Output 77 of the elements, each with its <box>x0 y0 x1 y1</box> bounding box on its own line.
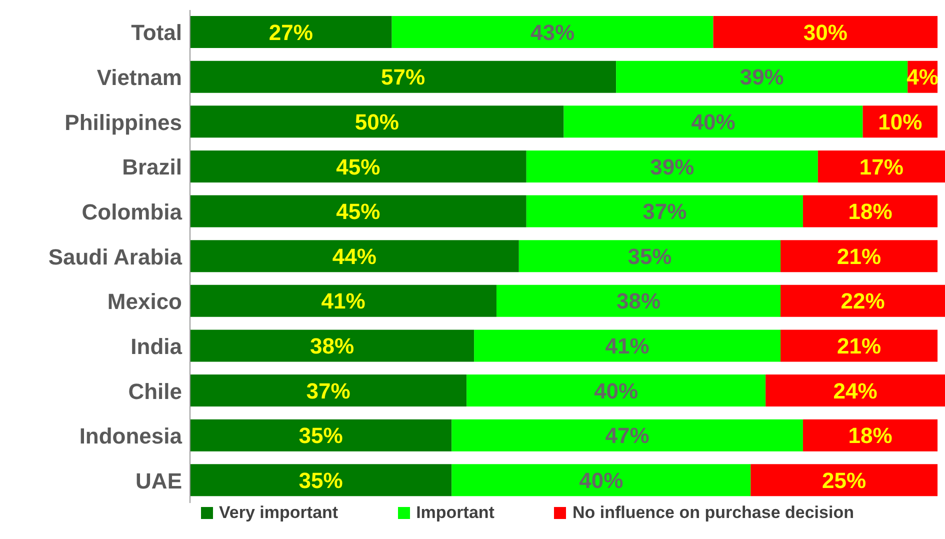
bar <box>780 284 945 317</box>
y-tick-label: Mexico <box>107 289 182 314</box>
data-label: 35% <box>298 468 343 493</box>
data-label: 57% <box>381 64 426 90</box>
y-tick-label: Vietnam <box>96 65 182 90</box>
data-label: 37% <box>642 199 687 224</box>
bar <box>564 106 863 138</box>
bar <box>750 464 938 496</box>
bar <box>190 374 467 407</box>
y-tick-label: Total <box>131 20 182 46</box>
data-label: 38% <box>616 288 661 314</box>
bar <box>466 374 766 407</box>
data-label: 45% <box>336 199 380 224</box>
data-label: 25% <box>822 468 866 493</box>
data-label: 35% <box>628 244 672 269</box>
bar <box>452 419 803 452</box>
data-label: 50% <box>354 109 399 134</box>
y-tick-label: India <box>130 334 183 359</box>
data-label: 24% <box>833 378 878 404</box>
data-label: 39% <box>650 154 694 180</box>
data-label: 39% <box>740 64 784 90</box>
data-label: 38% <box>310 334 354 359</box>
bar <box>802 195 938 228</box>
bar <box>190 106 564 138</box>
bar <box>190 240 519 272</box>
legend-label: No influence on purchase decision <box>571 503 854 523</box>
bar <box>452 464 751 496</box>
bar <box>526 195 803 228</box>
data-label: 30% <box>803 20 848 45</box>
bar <box>526 150 818 182</box>
bar <box>780 240 938 272</box>
bar <box>190 195 526 228</box>
bar <box>190 419 452 452</box>
data-label: 37% <box>306 378 350 404</box>
data-label: 40% <box>594 378 638 404</box>
y-tick-label: Colombia <box>82 199 183 224</box>
data-label: 43% <box>530 20 575 45</box>
bar <box>392 16 714 48</box>
bar <box>818 150 945 182</box>
data-label: 10% <box>878 109 922 134</box>
legend-label: Important <box>415 503 494 523</box>
bar <box>190 284 496 317</box>
bar <box>616 60 908 93</box>
bar <box>518 240 781 272</box>
y-tick-label: Brazil <box>122 154 182 180</box>
bar <box>190 16 392 48</box>
bar <box>802 419 938 452</box>
data-label: 45% <box>336 154 380 180</box>
data-label: 18% <box>848 423 892 448</box>
data-label: 47% <box>605 423 650 448</box>
bar <box>496 284 781 317</box>
bar <box>190 464 452 496</box>
y-tick-label: Indonesia <box>79 424 183 449</box>
bar <box>713 16 938 48</box>
data-label: 35% <box>298 423 343 448</box>
data-label: 22% <box>840 288 885 314</box>
y-tick-label: Philippines <box>64 110 182 135</box>
data-label: 44% <box>332 244 376 269</box>
bar <box>190 330 474 362</box>
data-label: 41% <box>321 288 366 314</box>
data-label: 17% <box>859 154 904 180</box>
data-label: 21% <box>837 244 882 269</box>
data-label: 27% <box>268 20 313 45</box>
bar <box>766 374 945 407</box>
data-label: 40% <box>691 109 736 134</box>
bar <box>190 150 526 182</box>
bar <box>190 60 616 93</box>
bar <box>474 330 781 362</box>
bar <box>780 330 938 362</box>
y-tick-label: UAE <box>136 468 182 494</box>
y-tick-label: Chile <box>128 378 182 404</box>
data-label: 40% <box>579 468 624 493</box>
data-label: 18% <box>848 199 892 224</box>
y-tick-label: Saudi Arabia <box>48 244 183 270</box>
data-label: 21% <box>837 334 882 359</box>
legend-label: Very important <box>218 503 338 523</box>
data-label: 41% <box>605 334 650 359</box>
